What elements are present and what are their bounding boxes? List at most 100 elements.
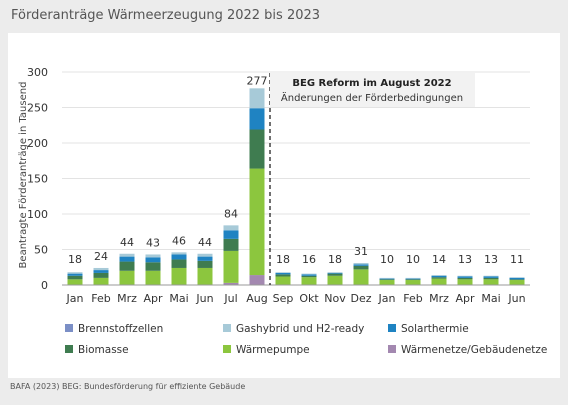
x-tick-label: Mai [169,292,188,305]
x-tick-label: Jan [66,292,84,305]
y-tick-label: 200 [27,137,48,150]
bar-segment [119,256,135,262]
y-tick-label: 250 [27,102,48,115]
x-tick-label: Okt [299,292,319,305]
bar-segment [93,267,109,271]
legend-label: Wärmenetze/Gebäudenetze [401,344,547,356]
data-label: 16 [302,253,316,266]
bar-segment [379,279,395,281]
bar-segment [223,238,239,251]
bar-segment [145,262,161,271]
bar-segment [457,276,473,278]
bar-segment [145,257,161,263]
bar-segment [379,280,395,285]
bar-segment [223,230,239,239]
bar-segment [327,272,343,273]
bar-segment [249,275,265,285]
data-label: 43 [146,236,160,249]
data-label: 18 [276,253,290,266]
bar-segment [171,252,187,255]
data-label: 31 [354,245,368,258]
bar-segment [249,168,265,276]
annotation-subtitle: Änderungen der Förderbedingungen [281,91,463,104]
bar-segment [249,88,265,109]
bar-segment [197,253,213,257]
x-tick-label: Aug [246,292,267,305]
bar-segment [483,279,499,285]
bar-segment [249,129,265,169]
bar-segment [353,269,369,285]
bar-segment [93,272,109,278]
bar-segment [67,273,83,276]
data-label: 10 [380,253,394,266]
bar-segment [275,272,291,273]
legend-label: Gashybrid und H2-ready [236,323,364,335]
bar-segment [431,275,447,276]
bar-segment [327,272,343,274]
bar-segment [93,277,109,285]
legend-swatch [223,345,231,353]
bar-segment [301,273,317,275]
bar-segment [275,272,291,275]
bar-segment [353,262,369,265]
bar-segment [67,272,83,274]
bar-segment [171,259,187,268]
y-axis-label: Beantragte Förderanträge in Tausend [18,82,29,269]
legend-label: Solarthermie [401,323,469,335]
bar-segment [509,280,525,285]
x-tick-label: Jun [195,292,213,305]
bar-segment [379,277,395,279]
data-label: 46 [172,234,186,247]
bar-segment [67,279,83,285]
data-label: 10 [406,253,420,266]
bar-segment [223,225,239,231]
bar-segment [379,278,395,280]
bar-segment [327,275,343,285]
legend-swatch [388,345,396,353]
bar-segment [353,264,369,266]
bar-segment [483,277,499,280]
legend-swatch [388,324,396,332]
bar-segment [67,275,83,280]
chart-title: Förderanträge Wärmeerzeugung 2022 bis 20… [11,8,321,23]
bar-segment [431,275,447,278]
bar-segment [197,256,213,261]
bar-segment [457,275,473,277]
legend-swatch [65,345,73,353]
bar-segment [119,270,135,285]
data-label: 18 [328,253,342,266]
legend-label: Brennstoffzellen [78,323,163,335]
legend-label: Biomasse [78,344,129,356]
bar-segment [353,265,369,270]
bar-segment [431,277,447,279]
bar-segment [405,278,421,280]
data-label: 13 [484,253,498,266]
bar-segment [457,279,473,285]
bar-segment [327,273,343,276]
bar-segment [197,260,213,268]
data-label: 11 [510,253,524,266]
x-tick-label: Mrz [117,292,137,305]
bar-segment [145,254,161,258]
bar-segment [301,274,317,276]
bar-segment [509,279,525,281]
annotation-title: BEG Reform im August 2022 [292,78,451,89]
legend-swatch [223,324,231,332]
bar-segment [223,282,239,285]
bar-segment [171,254,187,260]
data-label: 14 [432,253,446,266]
legend-label: Wärmepumpe [236,344,310,356]
chart-panel: 18 24 44 43 46 44 84 277 18 16 18 31 10 10 14 13 13 11 0 5… [8,33,560,378]
x-tick-label: Feb [403,292,422,305]
bar-segment [301,275,317,278]
bar-segment [223,250,239,283]
bar-segment [275,274,291,277]
data-label: 277 [247,74,268,87]
data-label: 18 [68,253,82,266]
bar-segment [249,108,265,130]
footer-source: BAFA (2023) BEG: Bundesförderung für eff… [10,382,246,391]
bar-segment [457,277,473,280]
x-tick-label: Mrz [429,292,449,305]
bar-segment [405,279,421,281]
x-tick-label: Nov [324,292,346,305]
